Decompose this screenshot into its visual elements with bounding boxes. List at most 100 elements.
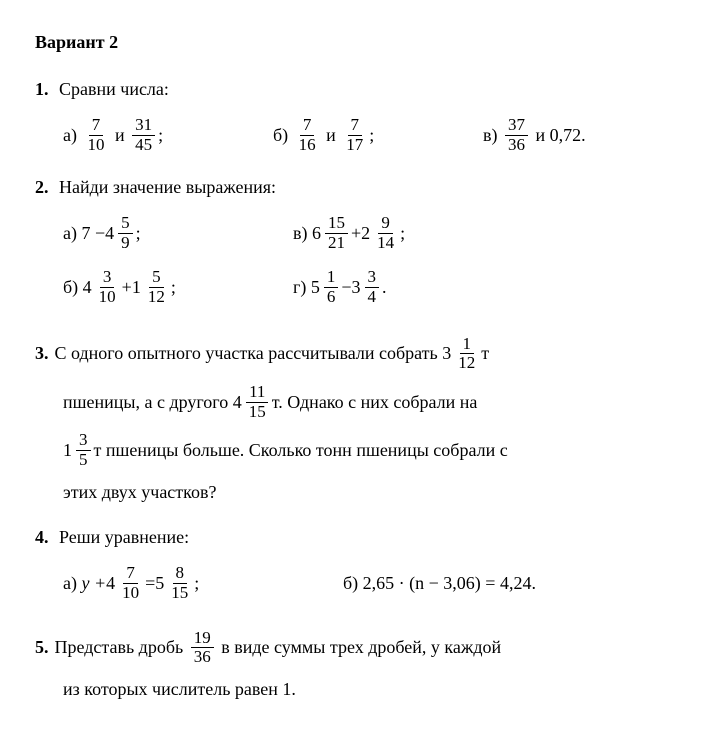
- numerator: 31: [132, 116, 155, 136]
- semicolon: ;: [158, 123, 163, 148]
- denominator: 45: [132, 136, 155, 155]
- problem-4: 4. Реши уравнение: а) y + 4 7 10 = 5 8 1…: [35, 525, 675, 603]
- whole: 5: [311, 275, 320, 300]
- mixed-number: 3 1 12: [442, 335, 481, 373]
- mixed-number: 1 5 12: [132, 268, 171, 306]
- operator: +: [351, 221, 361, 246]
- text-part: Представь дробь: [55, 635, 184, 660]
- problem-text: Найди значение выражения:: [59, 177, 276, 197]
- whole: 4: [106, 571, 115, 596]
- problem-text: Реши уравнение:: [59, 527, 189, 547]
- denominator: 15: [246, 403, 269, 422]
- label-a: а): [63, 123, 77, 148]
- numerator: 7: [89, 116, 104, 136]
- semicolon: ;: [136, 221, 141, 246]
- denominator: 10: [84, 136, 107, 155]
- fraction: 1 6: [324, 268, 339, 306]
- problem-number: 2.: [35, 177, 49, 197]
- p3-line2: пшеницы, а с другого 4 11 15 т. Однако с…: [35, 383, 675, 421]
- numerator: 7: [348, 116, 363, 136]
- denominator: 9: [118, 234, 133, 253]
- denominator: 5: [76, 451, 91, 470]
- mixed-number: 4 3 10: [83, 268, 122, 306]
- fraction: 7 16: [296, 116, 319, 154]
- numerator: 1: [460, 335, 475, 355]
- p3-line1: 3. С одного опытного участка рассчитывал…: [35, 335, 675, 373]
- whole: 1: [63, 438, 72, 463]
- numerator: 37: [505, 116, 528, 136]
- item-b: б) 4 3 10 + 1 5 12 ;: [63, 268, 293, 306]
- text-part: т пшеницы больше. Сколько тонн пшеницы с…: [94, 438, 508, 463]
- mixed-number: 2 9 14: [361, 214, 400, 252]
- numerator: 11: [246, 383, 268, 403]
- item-b: б) 2,65 · (n − 3,06) = 4,24.: [343, 571, 536, 596]
- equals: =: [145, 571, 155, 596]
- problem-4-items: а) y + 4 7 10 = 5 8 15 ; б) 2,65 ·: [35, 564, 675, 602]
- problem-5: 5. Представь дробь 19 36 в виде суммы тр…: [35, 629, 675, 703]
- denominator: 6: [324, 288, 339, 307]
- problem-2-heading: 2. Найди значение выражения:: [35, 175, 675, 200]
- fraction: 3 10: [96, 268, 119, 306]
- semicolon: ;: [194, 571, 199, 596]
- denominator: 10: [96, 288, 119, 307]
- numerator: 9: [378, 214, 393, 234]
- denominator: 12: [145, 288, 168, 307]
- p3-line3: 1 3 5 т пшеницы больше. Сколько тонн пше…: [35, 431, 675, 469]
- denominator: 36: [191, 648, 214, 667]
- item-a: а) 7 − 4 5 9 ;: [63, 214, 293, 252]
- operator: +: [122, 275, 132, 300]
- label-v: в): [293, 221, 308, 246]
- whole: 4: [83, 275, 92, 300]
- text-part: этих двух участков?: [63, 480, 216, 505]
- fraction: 15 21: [325, 214, 348, 252]
- label-b: б): [343, 571, 358, 596]
- item-b: б) 7 16 и 7 17 ;: [273, 116, 483, 154]
- numerator: 19: [191, 629, 214, 649]
- conjunction: и: [115, 123, 125, 148]
- mixed-number: 4 7 10: [106, 564, 145, 602]
- label-g: г): [293, 275, 306, 300]
- fraction: 11 15: [246, 383, 269, 421]
- label-a: а): [63, 221, 77, 246]
- denominator: 4: [365, 288, 380, 307]
- problem-number: 1.: [35, 79, 49, 99]
- whole: 4: [233, 390, 242, 415]
- text-part: в виде суммы трех дробей, у каждой: [221, 635, 501, 660]
- text-part: т. Однако с них собрали на: [272, 390, 478, 415]
- text-part: пшеницы, а с другого: [63, 390, 228, 415]
- decimal-value: 0,72.: [550, 123, 586, 148]
- whole: 3: [442, 341, 451, 366]
- fraction: 1 12: [455, 335, 478, 373]
- equation-expr: 2,65 · (n − 3,06) = 4,24.: [363, 571, 536, 596]
- problem-number: 3.: [35, 341, 49, 366]
- p5-line1: 5. Представь дробь 19 36 в виде суммы тр…: [35, 629, 675, 667]
- fraction: 19 36: [191, 629, 214, 667]
- whole: 2: [361, 221, 370, 246]
- problem-1-items: а) 7 10 и 31 45 ; б) 7 16 и 7 17 ;: [35, 116, 675, 154]
- whole: 1: [132, 275, 141, 300]
- text-part: т: [481, 341, 489, 366]
- fraction: 9 14: [374, 214, 397, 252]
- item-v: в) 6 15 21 + 2 9 14 ;: [293, 214, 405, 252]
- problem-2-row2: б) 4 3 10 + 1 5 12 ; г) 5: [35, 268, 675, 306]
- denominator: 15: [168, 584, 191, 603]
- mixed-number: 5 8 15: [155, 564, 194, 602]
- conjunction: и: [536, 123, 546, 148]
- denominator: 36: [505, 136, 528, 155]
- problem-2-row1: а) 7 − 4 5 9 ; в) 6 15 21 +: [35, 214, 675, 252]
- variable: y +: [81, 571, 106, 596]
- problem-number: 5.: [35, 635, 49, 660]
- mixed-number: 5 1 6: [311, 268, 342, 306]
- mixed-number: 6 15 21: [312, 214, 351, 252]
- fraction: 7 17: [343, 116, 366, 154]
- label-v: в): [483, 123, 498, 148]
- fraction: 3 5: [76, 431, 91, 469]
- variant-title: Вариант 2: [35, 30, 675, 55]
- problem-1: 1. Сравни числа: а) 7 10 и 31 45 ; б) 7 …: [35, 77, 675, 155]
- problem-2: 2. Найди значение выражения: а) 7 − 4 5 …: [35, 175, 675, 307]
- text-part: из которых числитель равен 1.: [63, 677, 296, 702]
- numerator: 3: [76, 431, 91, 451]
- mixed-number: 4 5 9: [105, 214, 136, 252]
- period: .: [382, 275, 387, 300]
- p5-line2: из которых числитель равен 1.: [35, 677, 675, 702]
